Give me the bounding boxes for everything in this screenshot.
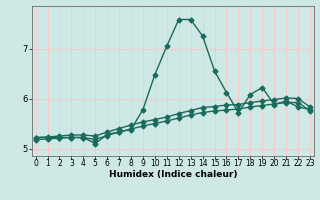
X-axis label: Humidex (Indice chaleur): Humidex (Indice chaleur) — [108, 170, 237, 179]
